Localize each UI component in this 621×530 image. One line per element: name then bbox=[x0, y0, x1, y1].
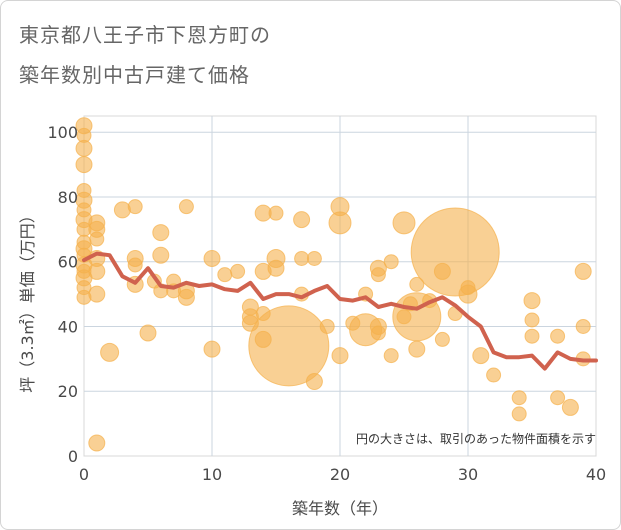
data-bubble[interactable] bbox=[248, 305, 330, 387]
data-bubble[interactable] bbox=[486, 367, 502, 383]
grid-lines bbox=[84, 116, 596, 456]
data-bubble[interactable] bbox=[305, 373, 323, 391]
data-bubble[interactable] bbox=[139, 324, 157, 342]
data-bubble[interactable] bbox=[230, 263, 246, 279]
data-bubble[interactable] bbox=[434, 331, 450, 347]
data-bubble[interactable] bbox=[203, 249, 221, 267]
y-tick-label: 60 bbox=[58, 253, 78, 272]
data-bubble[interactable] bbox=[100, 342, 120, 362]
data-bubble[interactable] bbox=[293, 211, 311, 229]
data-bubble[interactable] bbox=[370, 267, 386, 283]
data-bubble[interactable] bbox=[152, 246, 170, 264]
data-bubble[interactable] bbox=[88, 285, 106, 303]
x-tick-label: 40 bbox=[586, 465, 606, 484]
x-axis-label: 築年数（年） bbox=[292, 499, 388, 518]
data-bubble[interactable] bbox=[392, 211, 416, 235]
data-bubble[interactable] bbox=[550, 390, 566, 406]
data-bubble[interactable] bbox=[127, 199, 143, 215]
data-bubble[interactable] bbox=[561, 398, 579, 416]
data-bubble[interactable] bbox=[178, 199, 194, 215]
data-bubble[interactable] bbox=[472, 347, 490, 365]
data-bubble[interactable] bbox=[267, 259, 285, 277]
y-tick-label: 100 bbox=[47, 123, 78, 142]
trend-line bbox=[82, 251, 598, 371]
data-bubble[interactable] bbox=[294, 250, 310, 266]
data-bubble[interactable] bbox=[319, 318, 335, 334]
data-bubble[interactable] bbox=[523, 292, 541, 310]
chart-title-line2: 築年数別中古戸建て価格 bbox=[19, 63, 250, 87]
data-bubble[interactable] bbox=[383, 254, 399, 270]
data-bubble[interactable] bbox=[203, 340, 221, 358]
chart-title-line1: 東京都八王子市下恩方町の bbox=[19, 23, 271, 47]
y-tick-label: 0 bbox=[68, 447, 78, 466]
x-tick-label: 30 bbox=[458, 465, 478, 484]
data-bubble[interactable] bbox=[331, 347, 349, 365]
data-bubble[interactable] bbox=[524, 312, 540, 328]
data-bubble[interactable] bbox=[89, 231, 105, 247]
data-bubble[interactable] bbox=[383, 348, 399, 364]
y-tick-label: 40 bbox=[58, 317, 78, 336]
data-bubble[interactable] bbox=[127, 257, 143, 273]
y-axis-ticks: 0 20 40 60 80 100 bbox=[47, 123, 78, 466]
data-bubble[interactable] bbox=[88, 434, 106, 452]
y-tick-label: 20 bbox=[58, 382, 78, 401]
data-bubble[interactable] bbox=[370, 325, 386, 341]
data-bubble[interactable] bbox=[328, 211, 352, 235]
data-bubble[interactable] bbox=[410, 207, 500, 297]
data-bubble[interactable] bbox=[575, 318, 591, 334]
data-bubble[interactable] bbox=[306, 250, 322, 266]
data-bubble[interactable] bbox=[113, 201, 131, 219]
y-axis-label: 坪（3.3㎡）単価（万円） bbox=[18, 207, 37, 392]
data-bubble[interactable] bbox=[458, 284, 478, 304]
data-bubble[interactable] bbox=[217, 267, 233, 283]
data-bubble[interactable] bbox=[177, 288, 195, 306]
bubble-size-note: 円の大きさは、取引のあった物件面積を示す bbox=[356, 431, 596, 446]
bubble-series bbox=[75, 117, 592, 452]
x-axis-ticks: 0 10 20 30 40 bbox=[79, 465, 606, 484]
data-bubble[interactable] bbox=[550, 328, 566, 344]
data-bubble[interactable] bbox=[511, 390, 527, 406]
x-tick-label: 0 bbox=[79, 465, 89, 484]
data-bubble[interactable] bbox=[409, 276, 425, 292]
data-bubble[interactable] bbox=[574, 262, 592, 280]
data-bubble[interactable] bbox=[408, 340, 426, 358]
x-tick-label: 20 bbox=[330, 465, 350, 484]
data-bubble[interactable] bbox=[152, 224, 170, 242]
data-bubble[interactable] bbox=[75, 139, 93, 157]
y-tick-label: 80 bbox=[58, 188, 78, 207]
data-bubble[interactable] bbox=[268, 205, 284, 221]
data-bubble[interactable] bbox=[88, 262, 106, 280]
data-bubble[interactable] bbox=[75, 156, 93, 174]
data-bubble[interactable] bbox=[524, 328, 540, 344]
x-tick-label: 10 bbox=[202, 465, 222, 484]
data-bubble[interactable] bbox=[511, 406, 527, 422]
